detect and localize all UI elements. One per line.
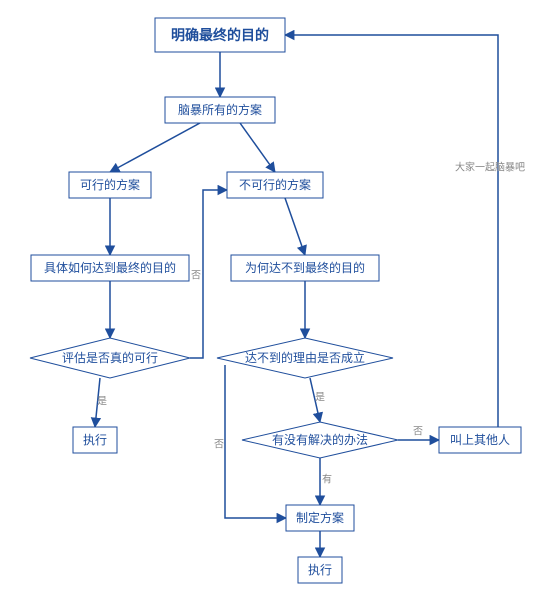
node-n3: 可行的方案 <box>69 172 151 198</box>
node-label-n4: 不可行的方案 <box>239 177 311 192</box>
edge-label-n7-n4: 否 <box>191 270 201 282</box>
node-n1: 明确最终的目的 <box>155 18 285 52</box>
node-label-n7: 评估是否真的可行 <box>62 350 158 365</box>
node-label-n11: 叫上其他人 <box>450 433 510 447</box>
node-n5: 具体如何达到最终的目的 <box>31 255 189 281</box>
edge-label-n11-n1: 大家一起脑暴吧 <box>455 161 525 174</box>
node-n13: 执行 <box>298 557 342 583</box>
flowchart-canvas: 明确最终的目的脑暴所有的方案可行的方案 不可行的方案具体如何达到最终的目的 为何达不… <box>0 0 554 598</box>
edge-n2-n3 <box>110 123 200 172</box>
node-label-n12: 制定方案 <box>296 510 344 525</box>
node-n10: 有没有解决的办法 <box>242 422 398 458</box>
node-label-n13: 执行 <box>308 563 332 577</box>
node-n9: 执行 <box>73 427 117 453</box>
edge-label-n7-n9: 是 <box>97 396 107 408</box>
node-n12: 制定方案 <box>286 505 354 531</box>
node-label-n5: 具体如何达到最终的目的 <box>44 260 176 275</box>
edge-label-n8-n12: 否 <box>214 439 224 451</box>
node-n6: 为何达不到最终的目的 <box>231 255 379 281</box>
edge-n2-n4 <box>240 123 275 172</box>
node-label-n3: 可行的方案 <box>80 177 140 192</box>
node-n8: 达不到的理由是否成立 <box>217 338 393 378</box>
node-n7: 评估是否真的可行 <box>30 338 190 378</box>
node-label-n10: 有没有解决的办法 <box>272 432 368 447</box>
edge-label-n8-n10: 是 <box>315 392 325 404</box>
node-n11: 叫上其他人 <box>439 427 521 453</box>
node-label-n8: 达不到的理由是否成立 <box>245 350 365 365</box>
node-n2: 脑暴所有的方案 <box>165 97 275 123</box>
node-label-n9: 执行 <box>83 433 107 447</box>
node-label-n6: 为何达不到最终的目的 <box>245 260 365 275</box>
edge-n4-n6 <box>285 198 305 255</box>
node-n4: 不可行的方案 <box>227 172 323 198</box>
edge-label-n10-n11: 否 <box>413 426 423 438</box>
edge-label-n10-n12: 有 <box>322 473 332 486</box>
node-label-n1: 明确最终的目的 <box>171 27 269 43</box>
node-label-n2: 脑暴所有的方案 <box>178 102 262 117</box>
